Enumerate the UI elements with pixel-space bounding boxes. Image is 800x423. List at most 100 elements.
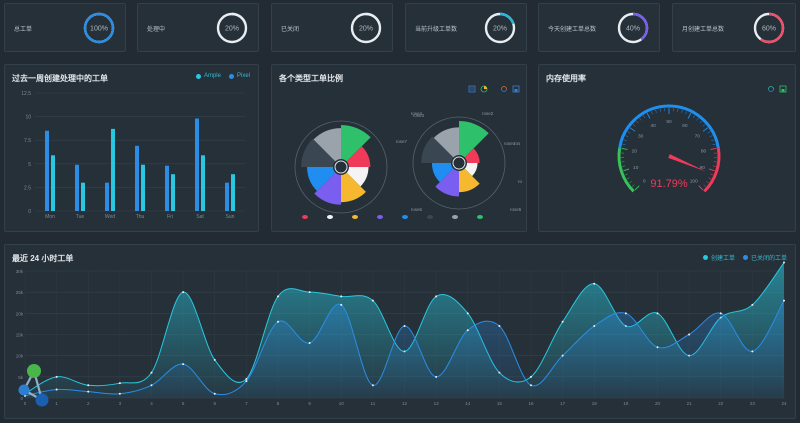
ring-progress [617,12,649,44]
data-point [530,384,532,387]
gauge-tick [711,139,715,141]
y-tick-label: 0 [20,396,23,401]
gauge-tick [708,177,712,180]
legend-item-ample[interactable]: Ample [195,73,221,79]
gauge-tick [624,173,628,176]
y-tick-label: 15k [16,333,24,338]
y-tick-label: 20k [16,311,24,316]
x-tick-label: 2 [87,401,90,406]
data-point [182,291,185,294]
x-tick-label: Sun [226,214,235,220]
data-point [783,299,785,302]
kpi-ring: 60% [753,12,785,44]
rose-slice-rose7 [421,136,454,163]
data-point [308,341,311,344]
data-point [55,388,58,391]
x-tick-label: 8 [277,401,280,406]
data-point [751,350,754,353]
data-point [182,363,185,366]
data-point [624,312,627,315]
data-point [150,371,153,374]
chart-legend: 创建工单 已关闭的工单 [702,253,787,262]
data-point [466,329,469,332]
ring-progress [484,12,516,44]
data-point [719,312,722,315]
pie-switch-icon[interactable] [480,85,488,93]
gauge-band [618,104,720,149]
rose-slice-rose1 [341,125,371,162]
y-tick-label: 5 [28,162,31,168]
bar-pixel [45,130,49,211]
x-tick-label: 17 [560,401,566,406]
watermark-logo [18,364,49,407]
save-image-icon[interactable] [512,85,520,93]
data-view-icon[interactable] [468,85,476,93]
ring-value: 60% [762,26,776,33]
data-point [688,333,691,336]
kpi-card-escalated: 当前升级工单数 20% [405,3,527,52]
x-tick-label: 16 [528,401,534,406]
panel-title: 过去一周创建处理中的工单 [12,74,108,83]
gauge-tick [702,124,706,127]
data-point [55,375,58,378]
data-point [498,325,501,328]
gauge-tick [623,139,627,141]
data-point [277,295,279,298]
legend-item-closed[interactable]: 已关闭的工单 [742,253,787,262]
data-point [751,303,754,306]
gauge-tick [710,173,714,176]
bar-pixel [165,165,169,211]
gauge-tick [651,111,653,115]
gauge-tick [677,108,679,112]
gauge-tick [634,185,640,191]
legend-label: Ample [203,73,221,79]
data-point [593,282,596,285]
data-point [340,303,343,306]
gauge-tick [712,143,716,146]
gauge-tick [712,165,716,167]
gauge-tick-label: 30 [638,133,644,139]
x-tick-label: 22 [718,401,724,406]
panel-title: 最近 24 小时工单 [12,254,74,263]
rose-slice-rose3 [464,163,478,177]
legend-label: 创建工单 [710,256,735,262]
x-tick-label: Sat [196,214,204,220]
gauge-tick-label: 20 [632,149,638,155]
legend-swatch [377,215,383,219]
restore-icon[interactable] [500,85,508,93]
rose-outer-ring [412,116,506,210]
rose-slice-rose6 [431,163,454,183]
legend-item-created[interactable]: 创建工单 [702,253,735,262]
data-point [561,320,564,323]
save-image-icon[interactable] [779,85,787,93]
bar-ample [141,164,145,211]
gauge-tick [643,115,646,119]
gauge-tick [629,181,632,184]
data-point [783,261,785,264]
x-tick-label: 13 [434,401,440,406]
rose-slice-rose1 [459,121,489,158]
rose-label: rose4 [411,111,423,116]
legend-item-pixel[interactable]: Pixel [228,73,250,79]
legend-label: 已关闭的工单 [750,256,787,262]
rose-center-ring [452,156,466,170]
bar-pixel [225,182,229,211]
gauge-tick [692,115,695,119]
legend-swatch [477,215,483,219]
series-line-closed [24,300,785,397]
gauge-tick [687,113,692,119]
data-point [87,384,90,387]
data-point [593,325,596,328]
rose-label: rose7 [396,139,408,144]
legend-dot [228,73,234,79]
x-tick-label: 1 [55,401,58,406]
kpi-label: 今天创建工单总数 [548,27,597,33]
x-tick-label: 5 [182,401,185,406]
bar-pixel [195,118,199,211]
kpi-ring: 20% [484,12,516,44]
rose-slice-rose8 [313,128,341,162]
gauge-band [617,147,635,193]
refresh-icon[interactable] [767,85,775,93]
legend-swatch [402,215,408,219]
